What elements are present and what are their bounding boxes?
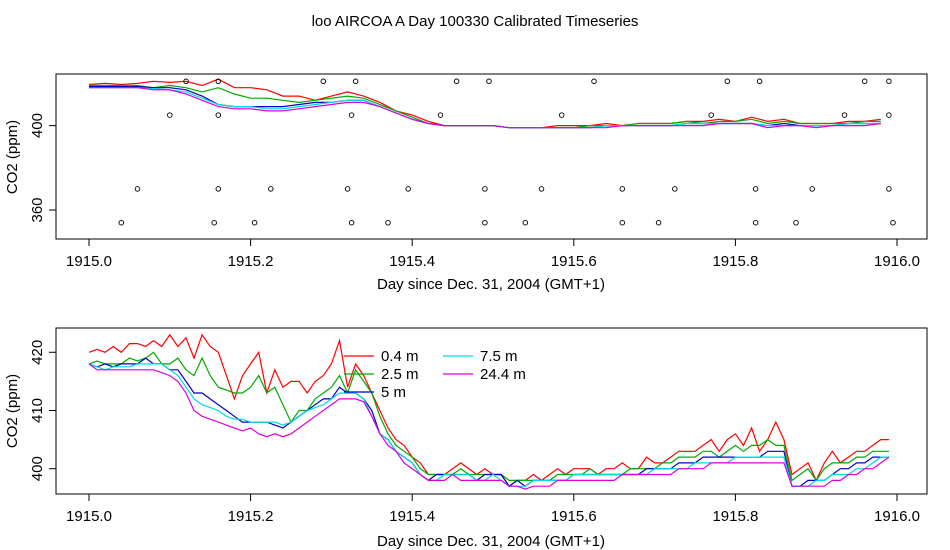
legend-label: 0.4 m <box>381 348 419 365</box>
data-point <box>482 186 488 192</box>
panel-top: 1915.0 1915.2 1915.4 1915.6 1915.8 1916.0 360… <box>4 73 928 293</box>
x-axis-label-bottom: Day since Dec. 31, 2004 (GMT+1) <box>377 533 605 550</box>
data-point <box>724 78 731 85</box>
data-point <box>619 186 626 192</box>
series-line-top-4 <box>89 87 881 129</box>
data-point <box>385 219 391 226</box>
x-tick-label: 1915.2 <box>228 508 274 525</box>
data-point <box>344 186 351 192</box>
x-tick-label: 1915.4 <box>389 508 435 525</box>
x-tick-label: 1915.0 <box>66 253 112 270</box>
data-point <box>522 219 529 226</box>
data-point <box>215 78 222 85</box>
x-tick-label: 1915.6 <box>551 508 597 525</box>
data-point <box>890 219 896 226</box>
y-tick-label: 360 <box>29 197 46 222</box>
x-tick-label: 1915.4 <box>389 253 435 270</box>
data-point <box>348 112 355 118</box>
data-point <box>886 112 892 118</box>
legend-label: 7.5 m <box>480 348 518 365</box>
y-axis-top: 360 400 <box>29 113 57 223</box>
data-point <box>708 112 714 118</box>
y-tick-label: 400 <box>29 456 46 481</box>
data-point <box>482 219 488 226</box>
data-point <box>486 78 492 85</box>
data-point <box>752 186 759 192</box>
data-point <box>841 112 848 118</box>
data-point <box>756 78 763 85</box>
data-point <box>809 186 815 192</box>
series-group-bottom <box>88 333 890 490</box>
legend-label: 2.5 m <box>381 366 419 383</box>
data-point <box>215 186 222 192</box>
y-tick-label: 420 <box>29 340 46 365</box>
legend-label: 24.4 m <box>480 366 526 383</box>
data-point <box>558 112 565 118</box>
y-tick-label: 410 <box>29 398 46 423</box>
y-tick-label: 400 <box>29 113 46 138</box>
data-point <box>793 219 799 226</box>
data-point <box>183 78 189 85</box>
x-tick-label: 1915.8 <box>712 508 758 525</box>
series-line-bottom-3 <box>88 363 889 487</box>
x-tick-label: 1916.0 <box>874 508 920 525</box>
points-group-top <box>118 78 896 226</box>
y-axis-bottom: 400 410 420 <box>29 340 57 481</box>
series-line-bottom-0 <box>88 333 889 488</box>
data-point <box>405 186 411 192</box>
data-point <box>348 219 355 226</box>
data-point <box>268 186 274 192</box>
data-point <box>167 112 173 118</box>
data-point <box>352 78 359 85</box>
series-line-bottom-4 <box>88 363 890 490</box>
data-point <box>211 219 217 226</box>
data-point <box>437 112 444 118</box>
y-axis-label-bottom: CO2 (ppm) <box>4 374 21 448</box>
data-point <box>752 219 759 226</box>
data-point <box>655 219 662 226</box>
data-point <box>672 186 678 192</box>
y-axis-label-top: CO2 (ppm) <box>4 120 21 194</box>
x-tick-label: 1916.0 <box>874 253 920 270</box>
data-point <box>118 219 125 226</box>
data-point <box>453 78 460 85</box>
x-axis-bottom: 1915.0 1915.2 1915.4 1915.6 1915.8 1916.0 <box>66 493 920 525</box>
x-tick-label: 1915.6 <box>551 253 597 270</box>
figure-title: loo AIRCOA A Day 100330 Calibrated Times… <box>312 13 639 30</box>
data-point <box>251 219 258 226</box>
legend-label: 5 m <box>381 384 406 401</box>
data-point <box>886 78 892 85</box>
x-tick-label: 1915.0 <box>66 508 112 525</box>
legend: 0.4 m2.5 m5 m 7.5 m24.4 m <box>344 348 526 401</box>
x-axis-label-top: Day since Dec. 31, 2004 (GMT+1) <box>377 276 605 293</box>
data-point <box>538 186 545 192</box>
data-point <box>320 78 327 85</box>
data-point <box>215 112 222 118</box>
data-point <box>886 186 892 192</box>
data-point <box>591 78 597 85</box>
x-axis-top: 1915.0 1915.2 1915.4 1915.6 1915.8 1916.0 <box>66 238 920 270</box>
x-tick-label: 1915.8 <box>712 253 758 270</box>
data-point <box>619 219 626 226</box>
data-point <box>134 186 141 192</box>
data-point <box>861 78 868 85</box>
panel-bottom: 1915.0 1915.2 1915.4 1915.6 1915.8 1916.0 400… <box>4 327 928 550</box>
series-group-top <box>88 78 881 129</box>
x-tick-label: 1915.2 <box>228 253 274 270</box>
